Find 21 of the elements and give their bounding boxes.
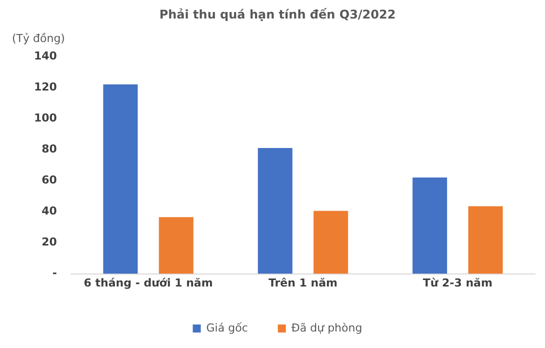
bar (103, 84, 138, 274)
y-tick-label: 40 (42, 204, 58, 218)
legend-label: Giá gốc (206, 321, 248, 334)
bar (314, 210, 348, 274)
x-tick-label: Trên 1 năm (268, 276, 338, 290)
chart-title: Phải thu quá hạn tính đến Q3/2022 (159, 7, 396, 22)
x-tick-label: Từ 2-3 năm (422, 276, 492, 290)
x-tick-label: 6 tháng - dưới 1 năm (84, 276, 213, 290)
legend-label: Đã dự phòng (291, 321, 362, 334)
y-tick-label: 20 (42, 236, 58, 249)
y-tick-label: 80 (42, 142, 58, 156)
y-tick-label: 140 (34, 49, 58, 62)
y-tick-label: - (52, 266, 57, 280)
bar (258, 148, 292, 274)
y-axis-title: (Tỷ đồng) (12, 32, 65, 45)
y-tick-label: 100 (34, 111, 58, 124)
y-tick-label: 60 (42, 173, 58, 186)
bar (412, 178, 448, 274)
bar (468, 206, 503, 274)
y-tick-label: 120 (34, 80, 58, 94)
bar (158, 217, 194, 274)
